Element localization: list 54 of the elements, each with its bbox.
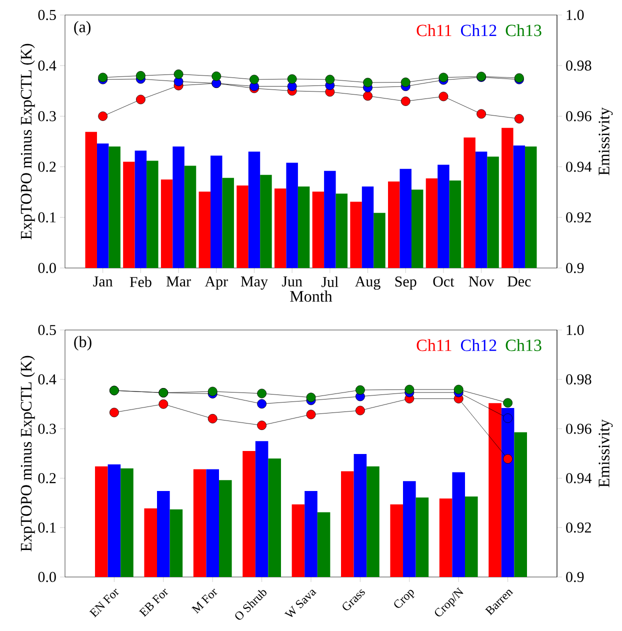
x-tick-label: Crop [394, 590, 415, 608]
x-axis-title: Month [290, 290, 332, 302]
x-tick-label: Nov [468, 276, 494, 286]
x-tick-label: Jul [321, 276, 338, 288]
text: Ch13 [506, 339, 542, 352]
x-tick-label: EB For [138, 588, 168, 618]
y-tick-label: 0.1 [38, 212, 56, 222]
x-tick-label: Feb [130, 276, 152, 288]
x-tick-label: Mar [166, 276, 191, 286]
y-tick-label: 0.1 [38, 522, 56, 533]
y2-tick-label: 0.98 [566, 374, 592, 384]
y2-tick-label: 0.9 [566, 262, 584, 274]
y2-tick-label: 0.96 [566, 424, 592, 434]
y-tick-label: 0.3 [38, 111, 56, 122]
x-tick-label: Jun [282, 276, 302, 286]
y2-tick-label: 0.96 [566, 111, 592, 122]
y-tick-label: 0.2 [38, 473, 56, 484]
y2-tick-label: 0.92 [566, 212, 591, 222]
y2-axis-title: Emissivity [598, 107, 613, 176]
x-tick-label: May [240, 276, 268, 290]
y-tick-label: 0.0 [38, 572, 56, 582]
x-tick-label: M For [191, 588, 218, 614]
x-tick-label: Jan [93, 276, 113, 286]
x-tick-label: Apr [204, 276, 228, 290]
y-tick-label: 0.4 [38, 60, 56, 71]
y-tick-label: 0.4 [38, 374, 56, 384]
y2-tick-label: 0.9 [566, 572, 584, 582]
y-tick-label: 0.5 [38, 10, 56, 20]
y-axis-title: ExpTOPO minus ExpCTL (K) [20, 356, 35, 552]
y2-tick-label: 0.92 [566, 522, 591, 533]
x-tick-label: Dec [508, 276, 531, 286]
x-tick-label: Sep [395, 276, 416, 290]
y-tick-label: 0.2 [38, 162, 56, 172]
text: Ch13 [506, 24, 542, 36]
annotation: (b) [74, 336, 92, 351]
text: Ch11 [416, 24, 452, 36]
text: Ch12 [460, 24, 496, 36]
y2-axis-title: Emissivity [598, 419, 613, 488]
text: Ch12 [460, 339, 496, 352]
y2-tick-label: 1.0 [566, 10, 584, 20]
y2-tick-label: 0.94 [566, 162, 592, 172]
x-tick-label: EN For [89, 588, 119, 618]
y2-tick-label: 1.0 [566, 324, 584, 336]
y2-tick-label: 0.94 [566, 473, 592, 484]
x-tick-label: Oct [433, 276, 454, 287]
y-axis-title: ExpTOPO minus ExpCTL (K) [20, 44, 35, 240]
y-tick-label: 0.3 [38, 424, 56, 434]
text: Ch11 [416, 339, 452, 352]
y2-tick-label: 0.98 [566, 60, 592, 71]
y-tick-label: 0.5 [38, 324, 56, 336]
annotation: (a) [74, 21, 91, 36]
x-tick-label: Aug [354, 276, 380, 290]
x-tick-label: W Sava [284, 590, 317, 618]
y-tick-label: 0.0 [38, 262, 56, 274]
